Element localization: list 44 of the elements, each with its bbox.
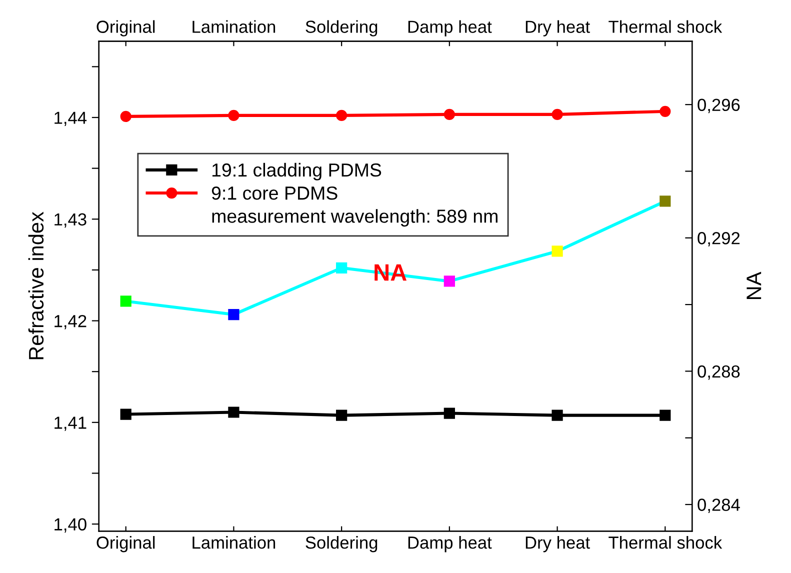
y2-tick-label: 0,292 [698,232,740,246]
point [120,408,132,420]
y2-tick-label: 0,288 [698,365,740,380]
point [444,276,455,287]
point [336,262,348,274]
point [336,110,348,122]
legend-label: 19:1 cladding PDMS [212,162,382,180]
x-tick-label: Thermal shock [608,536,722,549]
point [552,246,563,257]
point [660,106,671,117]
y-tick-label: 1,44 [54,112,87,126]
y2-axis-title: NA [746,272,762,299]
point [336,410,348,421]
category-label: Damp heat [408,20,492,36]
y-axis-title: Refractive index [28,212,44,360]
x-tick-label: Dry heat [526,536,590,552]
category-label: Original [96,20,155,36]
legend-label: 9:1 core PDMS [212,186,338,200]
y-tick-label: 1,42 [54,314,86,330]
y2-tick-label: 0,296 [698,98,740,114]
y2-tick-label: 0,284 [698,498,740,514]
point [660,196,671,207]
category-label: Soldering [306,20,378,36]
point [120,296,132,307]
point [228,406,240,418]
x-tick-label: Damp heat [408,536,492,552]
y-tick-label: 1,40 [54,518,86,533]
point [552,108,563,120]
point [660,410,671,421]
category-label: Lamination [192,20,276,33]
point [228,308,240,320]
category-label: Dry heat [526,20,590,36]
annotation: measurement wavelength: 589 nm [212,209,498,227]
x-tick-label: Original [96,536,155,552]
point [228,110,240,122]
y-tick-label: 1,41 [54,416,86,431]
x-tick-label: Soldering [306,536,378,552]
point [444,108,455,120]
point [444,408,455,419]
point [552,410,563,421]
x-tick-label: Lamination [192,536,276,549]
point [120,110,132,122]
category-label: Thermal shock [608,20,722,33]
y-tick-label: 1,43 [54,213,86,228]
